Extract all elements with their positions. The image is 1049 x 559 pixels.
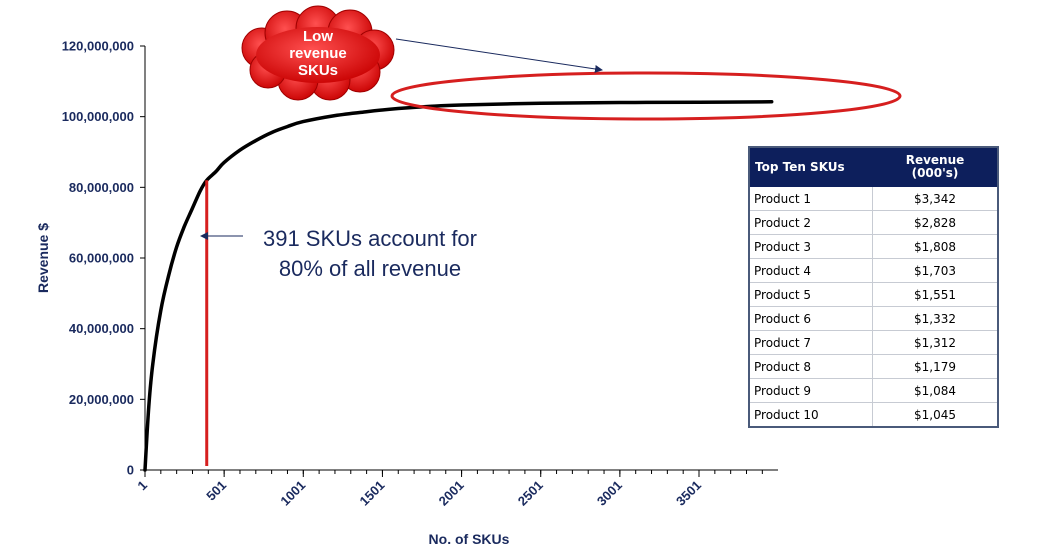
revenue-cell: $2,828 — [872, 210, 999, 235]
x-tick-label: 2501 — [515, 478, 546, 509]
x-tick-label: 1001 — [277, 478, 308, 509]
table-row: Product 1 $3,342 — [748, 186, 999, 211]
table-row: Product 6 $1,332 — [748, 306, 999, 331]
table-row: Product 9 $1,084 — [748, 378, 999, 403]
low-revenue-ellipse — [390, 71, 902, 121]
cloud-text-line-2: revenue — [289, 45, 347, 62]
x-tick-label: 501 — [203, 478, 229, 504]
product-name-cell: Product 7 — [748, 330, 873, 355]
x-tick-label: 3501 — [673, 478, 704, 509]
revenue-cell: $1,312 — [872, 330, 999, 355]
x-tick-label: 2001 — [436, 478, 467, 509]
y-tick-label: 80,000,000 — [69, 180, 134, 195]
note-line-1: 391 SKUs account for — [263, 226, 477, 251]
product-name-cell: Product 6 — [748, 306, 873, 331]
header-revenue-line-2: (000's) — [911, 166, 959, 180]
y-tick-label: 40,000,000 — [69, 321, 134, 336]
x-tick-label: 3001 — [594, 478, 625, 509]
table-row: Product 10 $1,045 — [748, 402, 999, 428]
product-name-cell: Product 1 — [748, 186, 873, 211]
table-row: Product 4 $1,703 — [748, 258, 999, 283]
revenue-cell: $1,551 — [872, 282, 999, 307]
revenue-cell: $1,703 — [872, 258, 999, 283]
y-axis-title: Revenue $ — [35, 223, 51, 293]
cumulative-revenue-curve — [143, 100, 774, 472]
revenue-cell: $1,045 — [872, 402, 999, 428]
table-row: Product 8 $1,179 — [748, 354, 999, 379]
header-revenue: Revenue (000's) — [872, 146, 999, 187]
table-row: Product 5 $1,551 — [748, 282, 999, 307]
revenue-cell: $1,179 — [872, 354, 999, 379]
x-tick-label: 1 — [134, 478, 150, 494]
y-tick-label: 0 — [127, 463, 134, 478]
x-tick-label: 1501 — [356, 478, 387, 509]
cloud-text-line-1: Low — [303, 28, 333, 45]
cloud-arrow — [395, 38, 603, 73]
table-header-row: Top Ten SKUs Revenue (000's) — [748, 146, 999, 187]
cloud-callout: Low revenue SKUs — [241, 5, 395, 101]
revenue-cell: $1,084 — [872, 378, 999, 403]
product-name-cell: Product 9 — [748, 378, 873, 403]
product-name-cell: Product 8 — [748, 354, 873, 379]
cloud-text-line-3: SKUs — [298, 62, 338, 79]
y-tick-label: 20,000,000 — [69, 392, 134, 407]
y-tick-label: 120,000,000 — [62, 39, 134, 54]
revenue-cell: $3,342 — [872, 186, 999, 211]
table-row: Product 7 $1,312 — [748, 330, 999, 355]
header-revenue-line-1: Revenue — [905, 153, 965, 167]
top-ten-skus-table: Top Ten SKUs Revenue (000's) Product 1 $3… — [748, 146, 999, 428]
product-name-cell: Product 5 — [748, 282, 873, 307]
product-name-cell: Product 3 — [748, 234, 873, 259]
header-top-ten-skus: Top Ten SKUs — [748, 146, 873, 187]
note-line-2: 80% of all revenue — [279, 256, 461, 281]
revenue-cell: $1,332 — [872, 306, 999, 331]
x-axis-title: No. of SKUs — [429, 531, 510, 547]
y-tick-label: 60,000,000 — [69, 251, 134, 266]
table-row: Product 3 $1,808 — [748, 234, 999, 259]
product-name-cell: Product 2 — [748, 210, 873, 235]
product-name-cell: Product 4 — [748, 258, 873, 283]
table-row: Product 2 $2,828 — [748, 210, 999, 235]
revenue-cell: $1,808 — [872, 234, 999, 259]
product-name-cell: Product 10 — [748, 402, 873, 428]
y-tick-label: 100,000,000 — [62, 109, 134, 124]
